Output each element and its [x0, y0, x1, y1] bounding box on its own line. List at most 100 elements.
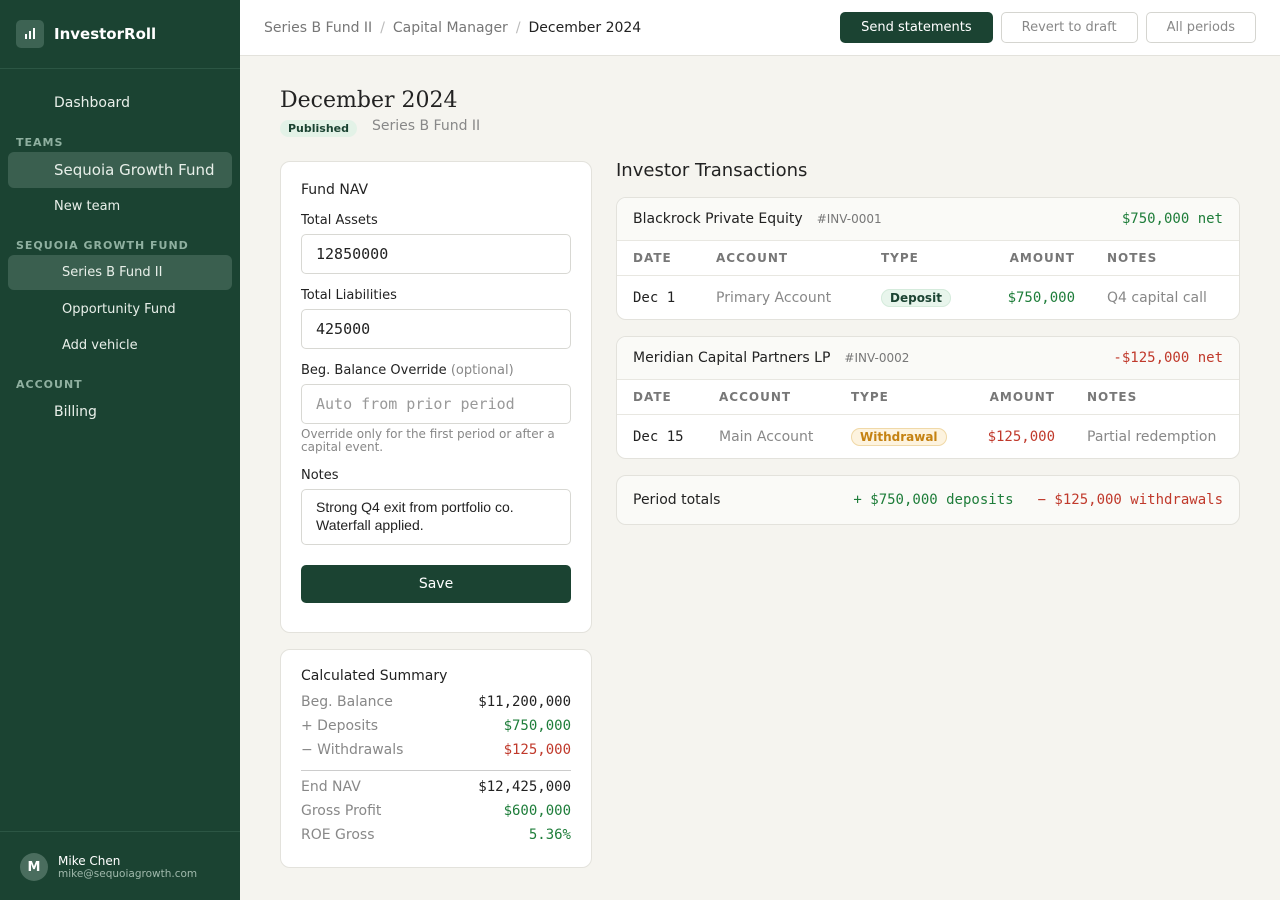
button[interactable]: Revert to draft — [1000, 12, 1138, 43]
breadcrumb[interactable]: Series B Fund II — [264, 19, 373, 36]
notes: Partial redemption — [1087, 428, 1217, 445]
user-name: Mike Chen — [58, 854, 121, 868]
net-amount: $750,000 net — [1121, 211, 1223, 227]
sidebar: InvestorRoll Dashboard TEAMS Sequoia Gro… — [0, 0, 240, 900]
totals-label: Period totals — [633, 492, 721, 508]
summary-row: + Deposits $750,000 — [301, 714, 571, 738]
button[interactable]: Send statements — [840, 12, 993, 43]
user-email: mike@sequoiagrowth.com — [58, 868, 198, 880]
field-label: Notes — [301, 468, 339, 484]
table-header: DATE ACCOUNT TYPE AMOUNT NOTES — [617, 241, 1239, 276]
column-header: AMOUNT — [989, 390, 1055, 404]
field-label: Total Liabilities — [301, 288, 397, 303]
nav-item[interactable]: New team — [54, 198, 121, 214]
summary-row: Gross Profit $600,000 — [301, 799, 571, 823]
column-header: ACCOUNT — [716, 251, 789, 265]
status-badge: Published — [280, 120, 358, 137]
summary-value: $600,000 — [503, 803, 571, 819]
transaction-group: Blackrock Private Equity #INV-0001 $750,00… — [616, 197, 1240, 320]
brand-name: InvestorRoll — [54, 25, 157, 43]
summary-row: End NAV $12,425,000 — [301, 775, 571, 799]
summary-rows: Beg. Balance $11,200,000 + Deposits $750,00… — [301, 690, 571, 847]
summary-label: End NAV — [301, 779, 361, 795]
investor-name[interactable]: Meridian Capital Partners LP — [633, 350, 831, 366]
nav-item[interactable]: Dashboard — [54, 95, 130, 111]
amount: $125,000 — [987, 428, 1055, 445]
summary-card: Calculated Summary Beg. Balance $11,200,0… — [280, 649, 592, 868]
input[interactable]: 425000 — [301, 309, 571, 349]
nav-item[interactable]: Opportunity Fund — [62, 301, 176, 317]
textarea[interactable]: Strong Q4 exit from portfolio co. Waterf… — [301, 489, 571, 546]
save-button[interactable]: Save — [301, 565, 571, 604]
page-subtitle: Series B Fund II — [372, 118, 481, 134]
help-text: Override only for the first period or af… — [301, 427, 555, 455]
input[interactable]: 12850000 — [301, 234, 571, 274]
nav-item[interactable]: Sequoia Growth Fund — [8, 152, 232, 188]
amount: $750,000 — [1007, 289, 1075, 306]
page-title: December 2024 — [280, 88, 458, 113]
separator: / — [380, 19, 385, 36]
summary-value: 5.36% — [528, 827, 571, 843]
column-header: NOTES — [1087, 390, 1138, 404]
investor-name[interactable]: Blackrock Private Equity — [633, 211, 803, 227]
logo — [16, 20, 44, 48]
group-header: Meridian Capital Partners LP #INV-0002 -$1… — [617, 337, 1239, 380]
column-header: TYPE — [851, 390, 889, 404]
date: Dec 1 — [633, 289, 676, 306]
nav-item[interactable]: Series B Fund II — [8, 255, 232, 290]
column-header: NOTES — [1107, 251, 1158, 265]
transaction-group: Meridian Capital Partners LP #INV-0002 -$1… — [616, 336, 1240, 459]
type-badge: Withdrawal — [851, 427, 947, 446]
column-header: DATE — [633, 251, 672, 265]
type: Deposit — [881, 288, 971, 307]
button[interactable]: All periods — [1145, 12, 1256, 43]
investor-id: #INV-0001 — [816, 212, 882, 226]
summary-row: − Withdrawals $125,000 — [301, 738, 571, 762]
type-badge: Deposit — [881, 288, 951, 307]
notes: Q4 capital call — [1107, 289, 1207, 306]
summary-label: Gross Profit — [301, 803, 382, 819]
column-header: DATE — [633, 390, 672, 404]
summary-value: $12,425,000 — [478, 779, 571, 795]
card-title: Fund NAV — [301, 182, 369, 198]
net-amount: -$125,000 net — [1113, 350, 1223, 366]
type: Withdrawal — [851, 427, 951, 446]
date: Dec 15 — [633, 428, 684, 445]
summary-label: + Deposits — [301, 718, 378, 734]
summary-value: $750,000 — [503, 718, 571, 734]
account: Main Account — [719, 428, 814, 445]
summary-label: − Withdrawals — [301, 742, 404, 758]
label-note: (optional) — [450, 363, 514, 378]
summary-value: $125,000 — [503, 742, 571, 758]
input[interactable]: Auto from prior period — [301, 384, 571, 424]
avatar: M — [20, 853, 48, 881]
table-header: DATE ACCOUNT TYPE AMOUNT NOTES — [617, 380, 1239, 415]
separator: / — [515, 19, 521, 36]
totals-withdrawals: − $125,000 withdrawals — [1037, 492, 1223, 508]
nav-item[interactable]: Add vehicle — [62, 337, 138, 353]
user[interactable]: M Mike Chen mike@sequoiagrowth.com — [0, 831, 240, 900]
column-header: ACCOUNT — [719, 390, 792, 404]
summary-row: Beg. Balance $11,200,000 — [301, 690, 571, 714]
divider — [301, 770, 571, 771]
label-text: Beg. Balance Override — [301, 363, 447, 378]
summary-label: Beg. Balance — [301, 694, 393, 710]
nav-item[interactable]: Billing — [54, 404, 97, 420]
summary-row: ROE Gross 5.36% — [301, 823, 571, 847]
account: Primary Account — [716, 289, 832, 306]
column-header: AMOUNT — [1009, 251, 1075, 265]
brand[interactable]: InvestorRoll — [0, 0, 240, 69]
summary-value: $11,200,000 — [478, 694, 571, 710]
header: Series B Fund II / Capital Manager / Decem… — [240, 0, 1280, 56]
transaction-row: Dec 15 Main Account Withdrawal $125,000 Part… — [617, 415, 1239, 458]
summary-label: ROE Gross — [301, 827, 375, 843]
period-totals: Period totals + $750,000 deposits − $125… — [616, 475, 1240, 525]
actions: Send statements Revert to draft All peri… — [840, 12, 1256, 43]
totals-deposits: + $750,000 deposits — [853, 492, 1014, 508]
breadcrumb: December 2024 — [528, 19, 642, 36]
breadcrumb[interactable]: Capital Manager — [392, 19, 508, 36]
transaction-row: Dec 1 Primary Account Deposit $750,000 Q4 ca… — [617, 276, 1239, 319]
group-header: Blackrock Private Equity #INV-0001 $750,00… — [617, 198, 1239, 241]
section-title: TEAMS — [16, 136, 64, 149]
